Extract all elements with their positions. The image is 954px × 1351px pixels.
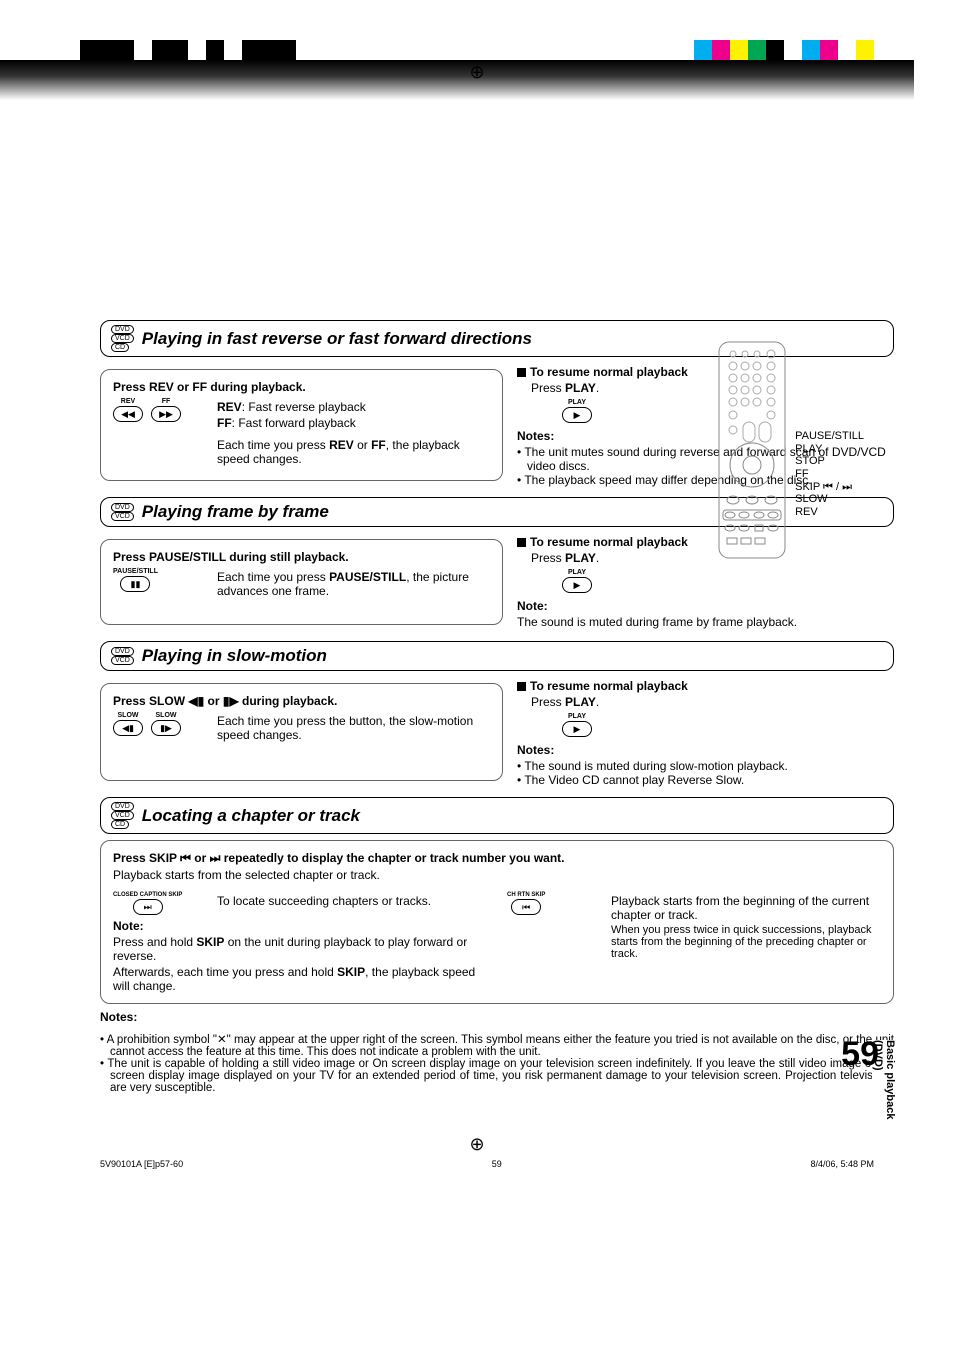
section-title: Playing in fast reverse or fast forward … xyxy=(142,329,532,349)
footer-notes-list: A prohibition symbol "✕" may appear at t… xyxy=(100,1032,894,1094)
instruction-head: Press REV or FF during playback. xyxy=(113,380,490,394)
locate-instruction-box: Press SKIP ⏮ or ⏭ repeatedly to display … xyxy=(100,840,894,1004)
footer-notes-heading: Notes: xyxy=(100,1010,894,1024)
section-title: Locating a chapter or track xyxy=(142,806,360,826)
section-header-locate: DVDVCDCD Locating a chapter or track xyxy=(100,797,894,834)
frame-instruction-box: Press PAUSE/STILL during still playback.… xyxy=(100,539,503,625)
play-button-icon: PLAY▶ xyxy=(557,399,597,423)
remote-illustration: PAUSE/STILLPLAYSTOPFFSKIP ⏮ / ⏭SLOWREV xyxy=(715,340,864,560)
registration-cross-icon: ⊕ xyxy=(0,1134,954,1155)
print-registration-marks: ⊕ xyxy=(0,0,954,70)
page-number: 59 xyxy=(841,1035,879,1074)
play-button-icon: PLAY▶ xyxy=(557,713,597,737)
print-footer: 5V90101A [E]p57-60 59 8/4/06, 5:48 PM xyxy=(0,1155,954,1169)
skip-fwd-button-icon: CLOSED CAPTION SKIP⏭ xyxy=(113,892,182,915)
play-button-icon: PLAY▶ xyxy=(557,569,597,593)
registration-cross-icon: ⊕ xyxy=(469,62,484,83)
ffrev-instruction-box: Press REV or FF during playback. REV◀◀ F… xyxy=(100,369,503,481)
remote-icon xyxy=(715,340,789,560)
pause-button-icon: PAUSE/STILL▮▮ xyxy=(113,568,158,592)
slow-rev-button-icon: SLOW◀▮ xyxy=(113,712,143,736)
ff-button-icon: FF▶▶ xyxy=(151,398,181,422)
skip-back-button-icon: CH RTN SKIP⏮ xyxy=(507,892,545,915)
section-title: Playing in slow-motion xyxy=(142,646,327,666)
section-title: Playing frame by frame xyxy=(142,502,329,522)
section-header-slow: DVDVCD Playing in slow-motion xyxy=(100,641,894,671)
rev-button-icon: REV◀◀ xyxy=(113,398,143,422)
slow-instruction-box: Press SLOW ◀▮ or ▮▶ during playback. SLO… xyxy=(100,683,503,781)
notes-list: The sound is muted during slow-motion pl… xyxy=(517,759,894,787)
slow-fwd-button-icon: SLOW▮▶ xyxy=(151,712,181,736)
